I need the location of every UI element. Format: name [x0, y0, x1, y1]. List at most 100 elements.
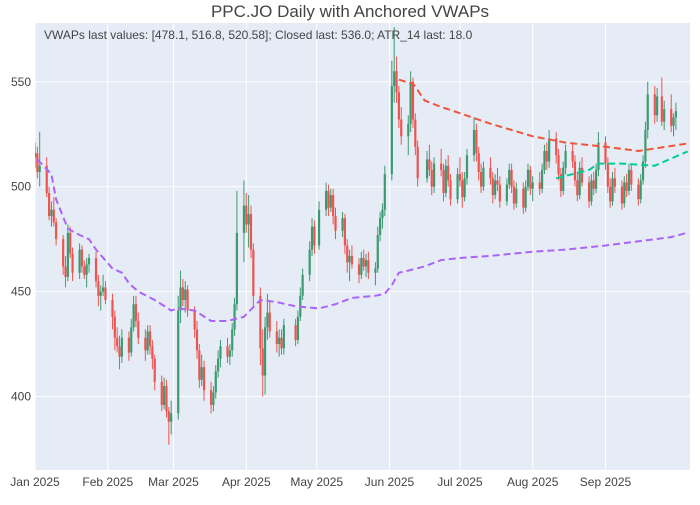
candle [522, 182, 525, 214]
y-tick-label: 550 [11, 75, 31, 89]
candle-body [99, 291, 102, 296]
candle [78, 243, 81, 280]
candle [275, 321, 278, 353]
candle [268, 302, 271, 338]
candle [458, 157, 462, 187]
candle-body [376, 234, 379, 269]
candle [36, 146, 39, 179]
candle [296, 310, 300, 345]
candle [670, 94, 673, 133]
candle-body [604, 142, 607, 164]
candle [144, 329, 147, 361]
candle [479, 163, 483, 193]
candle-body [137, 321, 140, 338]
candle [252, 243, 255, 307]
candle [620, 180, 624, 210]
candle-body [411, 81, 415, 120]
candle [118, 335, 121, 370]
candle-body [670, 109, 673, 126]
candle [38, 132, 41, 187]
candle-body [656, 96, 659, 116]
candle-body [447, 165, 450, 181]
candle-body [343, 218, 346, 246]
candle [127, 331, 131, 361]
candle [653, 85, 656, 124]
candle [301, 268, 304, 301]
candle-body [301, 274, 304, 296]
candle [231, 323, 234, 357]
candle [226, 337, 229, 363]
candle [69, 226, 72, 259]
candle [587, 176, 591, 208]
candle [327, 184, 330, 217]
candle [529, 165, 532, 196]
candle-body [430, 169, 433, 187]
candle-body [592, 180, 595, 189]
candle-body [590, 180, 593, 202]
candle [414, 113, 417, 156]
candle-body [587, 182, 591, 202]
candle [282, 318, 285, 355]
candle-body [510, 169, 513, 187]
grid-lines [34, 23, 690, 470]
candle-body [348, 255, 351, 263]
candle-body [71, 253, 74, 273]
candle [559, 167, 562, 198]
candle-body [170, 413, 173, 422]
candle [609, 178, 612, 208]
candle-body [332, 195, 335, 217]
candle-body [346, 245, 349, 263]
candle-body [580, 167, 584, 183]
candle [508, 163, 511, 189]
candle [447, 155, 450, 187]
candle [348, 249, 351, 282]
candle [217, 350, 220, 378]
candle-body [409, 81, 412, 124]
candle-body [310, 226, 314, 250]
candle [332, 188, 335, 225]
candle-body [545, 151, 548, 162]
candle-body [69, 232, 72, 254]
candle-body [625, 182, 628, 191]
candle [397, 85, 400, 128]
candle-body [235, 232, 238, 305]
candle-body [383, 174, 386, 210]
candle-body [146, 331, 149, 351]
candle-body [177, 310, 180, 414]
candle-body [623, 182, 626, 204]
candle-body [482, 167, 485, 187]
candle-body [543, 151, 546, 170]
candle [329, 188, 332, 212]
vwap-line-3 [555, 150, 689, 180]
candle-body [209, 390, 213, 405]
candle [548, 130, 551, 168]
candle [482, 161, 485, 191]
candle-body [179, 287, 182, 311]
candle [160, 375, 163, 412]
candle-body [202, 367, 206, 391]
candles [35, 27, 678, 445]
y-tick-label: 400 [11, 390, 31, 404]
candle-body [425, 159, 429, 179]
candle-body [118, 346, 121, 357]
candle-body [78, 249, 81, 273]
candle [101, 274, 105, 296]
candle [242, 180, 246, 263]
candle [294, 318, 297, 347]
candle [313, 220, 316, 254]
x-tick-label: Jan 2025 [10, 475, 60, 489]
candle [362, 249, 365, 271]
candle [341, 211, 344, 238]
candle [261, 329, 264, 397]
candle [656, 88, 659, 122]
candle [367, 251, 370, 280]
candle [212, 386, 215, 412]
candle [83, 260, 86, 280]
candle [540, 163, 544, 193]
candle [198, 344, 201, 389]
x-tick-label: Feb 2025 [82, 475, 133, 489]
candle-body [456, 174, 459, 200]
candle-body [167, 411, 170, 422]
candle [494, 174, 497, 200]
candle [360, 251, 363, 280]
